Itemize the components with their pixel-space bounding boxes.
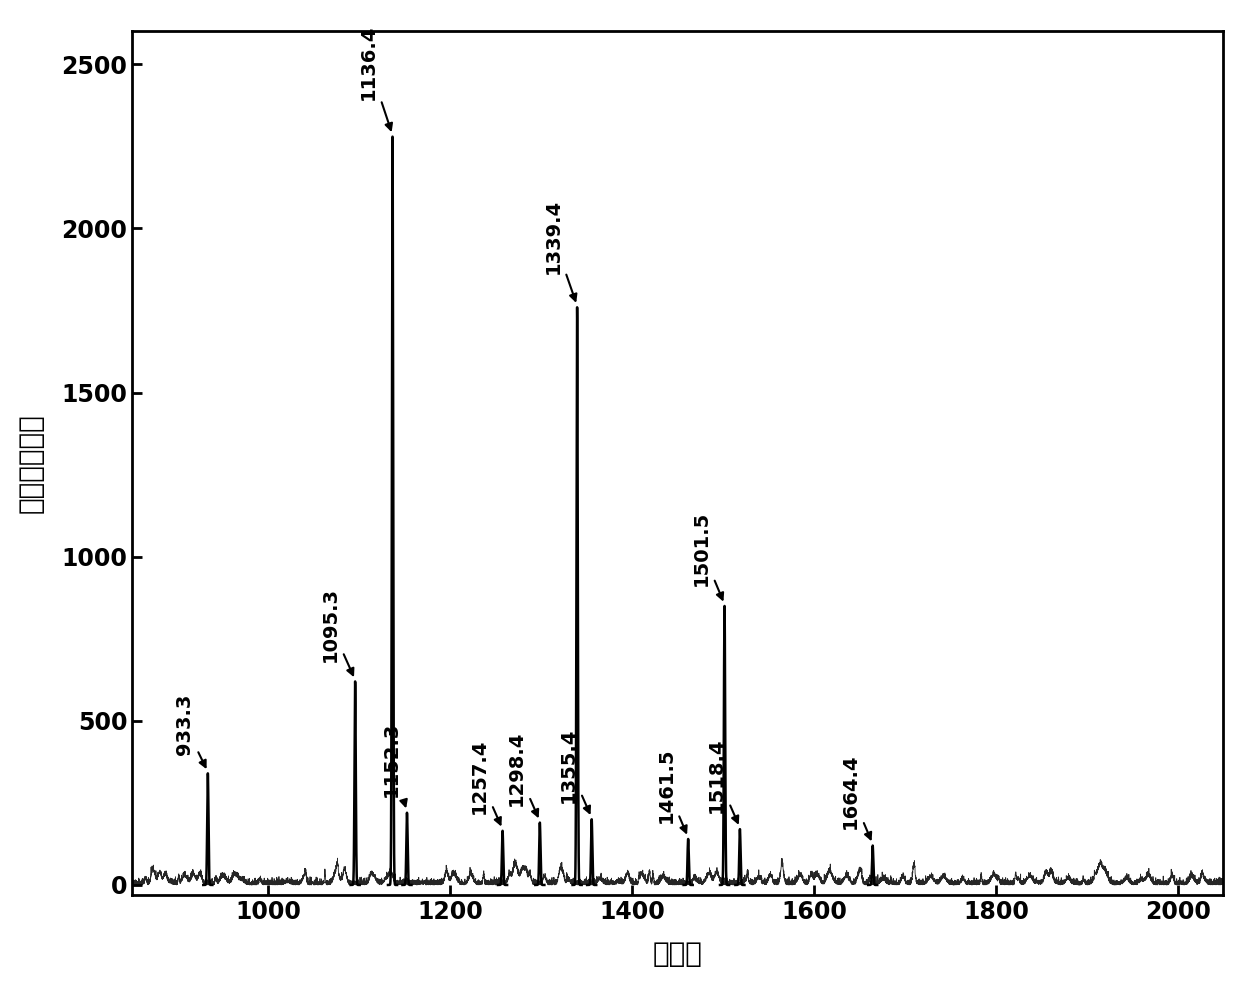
Text: 1518.4: 1518.4 xyxy=(707,737,738,822)
Text: 1257.4: 1257.4 xyxy=(470,739,501,824)
Text: 1152.3: 1152.3 xyxy=(382,722,407,806)
Text: 1298.4: 1298.4 xyxy=(507,731,538,817)
Y-axis label: 相对离子丰度: 相对离子丰度 xyxy=(16,414,45,513)
Text: 1501.5: 1501.5 xyxy=(692,511,723,600)
Text: 1664.4: 1664.4 xyxy=(841,754,872,839)
Text: 1339.4: 1339.4 xyxy=(543,199,577,300)
Text: 1136.4: 1136.4 xyxy=(360,25,392,130)
X-axis label: 荷质比: 荷质比 xyxy=(652,941,703,968)
Text: 1461.5: 1461.5 xyxy=(656,747,687,832)
Text: 933.3: 933.3 xyxy=(175,693,206,767)
Text: 1095.3: 1095.3 xyxy=(321,587,353,675)
Text: 1355.4: 1355.4 xyxy=(559,728,590,813)
